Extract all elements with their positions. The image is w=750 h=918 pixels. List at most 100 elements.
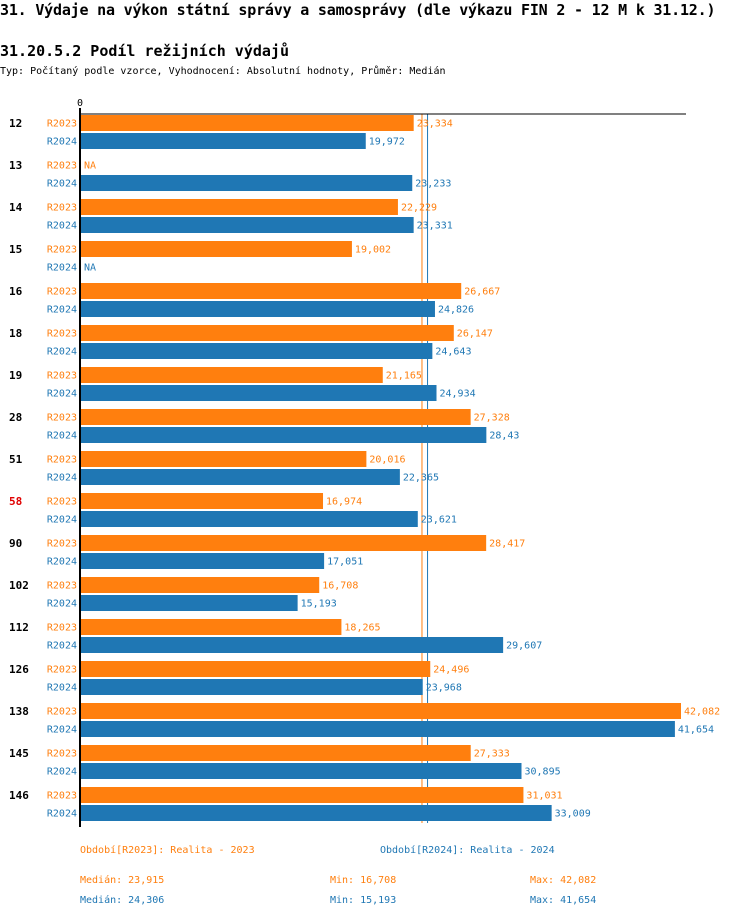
bar-r2023-112: [81, 619, 342, 635]
bar-r2024-16: [81, 301, 435, 317]
bar-r2024-145: [81, 763, 522, 779]
bar-r2024-19: [81, 385, 437, 401]
series-label-r2024: R2024: [47, 137, 77, 148]
bar-r2023-19: [81, 367, 383, 383]
axis-zero-label: 0: [77, 98, 83, 109]
bar-r2024-112: [81, 637, 504, 653]
category-label: 90: [9, 537, 22, 550]
category-label: 112: [9, 621, 29, 634]
data-label: 20,016: [369, 455, 405, 466]
data-label: 23,331: [417, 221, 453, 232]
legend-r2024: Období[R2024]: Realita - 2024: [380, 845, 555, 856]
data-label: 16,974: [326, 497, 362, 508]
stat-min-r2023: Min: 16,708: [330, 875, 397, 886]
bar-r2023-146: [81, 787, 524, 803]
series-label-r2023: R2023: [47, 119, 77, 130]
data-label: 18,265: [344, 623, 380, 634]
data-label: 21,165: [386, 371, 422, 382]
series-label-r2023: R2023: [47, 749, 77, 760]
bar-r2024-58: [81, 511, 418, 527]
category-label: 138: [9, 705, 29, 718]
bar-r2023-28: [81, 409, 471, 425]
series-label-r2024: R2024: [47, 725, 77, 736]
series-label-r2024: R2024: [47, 809, 77, 820]
series-label-r2023: R2023: [47, 665, 77, 676]
data-label: 31,031: [526, 791, 562, 802]
data-label: 19,002: [355, 245, 391, 256]
report-title: 31. Výdaje na výkon státní správy a samo…: [0, 1, 716, 19]
series-label-r2023: R2023: [47, 497, 77, 508]
data-label: 22,365: [403, 473, 439, 484]
series-label-r2024: R2024: [47, 221, 77, 232]
bar-r2023-15: [81, 241, 352, 257]
bar-r2023-145: [81, 745, 471, 761]
series-label-r2024: R2024: [47, 389, 77, 400]
bar-r2024-12: [81, 133, 366, 149]
bar-r2023-126: [81, 661, 431, 677]
bar-r2023-58: [81, 493, 324, 509]
data-label: 15,193: [301, 599, 337, 610]
series-label-r2024: R2024: [47, 305, 77, 316]
series-label-r2023: R2023: [47, 455, 77, 466]
data-label: 24,934: [440, 389, 476, 400]
series-label-r2023: R2023: [47, 791, 77, 802]
bar-r2023-51: [81, 451, 367, 467]
bar-r2023-90: [81, 535, 487, 551]
series-label-r2023: R2023: [47, 707, 77, 718]
series-label-r2023: R2023: [47, 287, 77, 298]
series-label-r2024: R2024: [47, 179, 77, 190]
stat-median-r2024: Medián: 24,306: [80, 895, 165, 906]
category-label: 16: [9, 285, 23, 298]
stat-median-r2023: Medián: 23,915: [80, 875, 165, 886]
bar-r2023-12: [81, 115, 414, 131]
legend-r2023: Období[R2023]: Realita - 2023: [80, 845, 255, 856]
series-label-r2024: R2024: [47, 347, 77, 358]
category-label: 13: [9, 159, 22, 172]
bar-r2023-18: [81, 325, 454, 341]
bar-r2023-102: [81, 577, 320, 593]
bar-r2024-28: [81, 427, 487, 443]
series-label-r2024: R2024: [47, 515, 77, 526]
category-label: 28: [9, 411, 22, 424]
category-label: 102: [9, 579, 29, 592]
series-label-r2024: R2024: [47, 599, 77, 610]
data-label: 23,621: [421, 515, 457, 526]
data-label-na: NA: [84, 161, 96, 172]
category-label: 51: [9, 453, 23, 466]
series-label-r2024: R2024: [47, 641, 77, 652]
data-label: 27,328: [474, 413, 510, 424]
category-label: 126: [9, 663, 29, 676]
series-label-r2023: R2023: [47, 581, 77, 592]
data-label: 26,667: [464, 287, 500, 298]
bar-r2024-90: [81, 553, 325, 569]
series-label-r2023: R2023: [47, 329, 77, 340]
category-label: 19: [9, 369, 22, 382]
data-label: 19,972: [369, 137, 405, 148]
series-label-r2024: R2024: [47, 557, 77, 568]
series-label-r2023: R2023: [47, 413, 77, 424]
category-label: 58: [9, 495, 22, 508]
bar-r2024-126: [81, 679, 423, 695]
bar-r2024-102: [81, 595, 298, 611]
bar-r2023-14: [81, 199, 398, 215]
data-label: 28,43: [489, 431, 519, 442]
series-label-r2024: R2024: [47, 683, 77, 694]
series-label-r2023: R2023: [47, 371, 77, 382]
series-label-r2023: R2023: [47, 161, 77, 172]
category-label: 18: [9, 327, 22, 340]
category-label: 15: [9, 243, 22, 256]
bar-r2024-51: [81, 469, 400, 485]
data-label: 26,147: [457, 329, 493, 340]
bar-r2023-138: [81, 703, 681, 719]
data-label: 24,496: [433, 665, 469, 676]
bar-r2024-18: [81, 343, 433, 359]
bar-r2024-13: [81, 175, 413, 191]
data-label: 41,654: [678, 725, 714, 736]
data-label: 27,333: [474, 749, 510, 760]
series-label-r2024: R2024: [47, 473, 77, 484]
chart-title: 31.20.5.2 Podíl režijních výdajů: [0, 42, 289, 60]
stat-max-r2024: Max: 41,654: [530, 895, 597, 906]
stat-min-r2024: Min: 15,193: [330, 895, 397, 906]
data-label: 23,233: [415, 179, 451, 190]
